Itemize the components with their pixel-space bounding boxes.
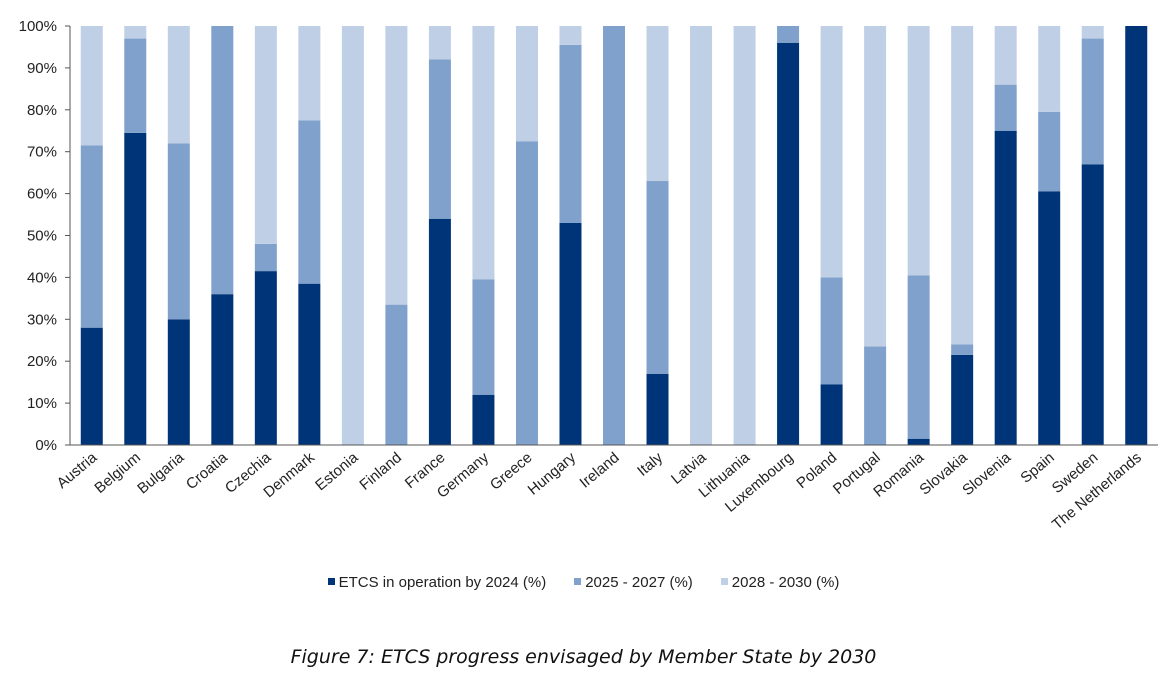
- bar-denmark-series-2: [298, 120, 321, 284]
- bar-hungary-series-2: [559, 44, 582, 223]
- bar-bulgaria-series-3: [167, 26, 190, 144]
- y-tick-label: 90%: [27, 60, 57, 77]
- bar-slovakia-series-2: [951, 344, 974, 355]
- bar-spain-series-1: [1038, 191, 1061, 445]
- legend-item-2: 2025 - 2027 (%): [574, 574, 693, 591]
- y-tick-label: 80%: [27, 102, 57, 119]
- bar-poland-series-1: [820, 384, 843, 445]
- x-tick-label: Bulgaria: [134, 449, 188, 498]
- bar-france-series-3: [428, 26, 451, 60]
- bar-slovenia-series-3: [994, 26, 1017, 85]
- y-tick-label: 20%: [27, 353, 57, 370]
- bar-hungary-series-1: [559, 222, 582, 445]
- bar-finland-series-2: [385, 304, 408, 445]
- y-tick-label: 60%: [27, 186, 57, 203]
- x-axis: AustriaBelgiumBulgariaCroatiaCzechiaDenm…: [54, 444, 1158, 533]
- bar-luxembourg-series-1: [777, 42, 800, 445]
- bar-slovakia-series-3: [951, 26, 974, 345]
- legend: ETCS in operation by 2024 (%) 2025 - 2027…: [0, 574, 1167, 591]
- bar-ireland-series-2: [603, 26, 625, 445]
- bar-spain-series-2: [1038, 111, 1061, 192]
- bar-denmark-series-1: [298, 283, 321, 445]
- y-tick-label: 10%: [27, 395, 57, 412]
- bar-france-series-2: [428, 59, 451, 219]
- x-tick-label: Slovenia: [959, 449, 1015, 499]
- bar-germany-series-3: [472, 26, 495, 280]
- bar-czechia-series-3: [254, 26, 277, 244]
- bar-portugal-series-3: [864, 26, 887, 347]
- bar-germany-series-2: [472, 279, 495, 395]
- bar-croatia-series-2: [211, 26, 234, 295]
- bar-romania-series-2: [907, 275, 930, 439]
- bar-bulgaria-series-2: [167, 143, 190, 320]
- x-tick-label: Estonia: [312, 449, 362, 495]
- bar-france-series-1: [428, 218, 451, 445]
- bar-latvia-series-3: [690, 26, 713, 445]
- bar-portugal-series-2: [864, 346, 887, 445]
- bar-greece-series-3: [515, 26, 538, 142]
- stacked-bar-chart: 0% 10% 20% 30% 40% 50% 60% 70% 80% 90% 100% Austri…: [19, 18, 1158, 533]
- legend-label: ETCS in operation by 2024 (%): [338, 574, 547, 591]
- bar-lithuania-series-3: [733, 26, 756, 445]
- y-tick-label: 70%: [27, 144, 57, 161]
- legend-swatch: [327, 578, 335, 585]
- bar-belgium-series-1: [124, 132, 147, 445]
- bar-sweden-series-1: [1081, 164, 1104, 445]
- bar-italy-series-2: [646, 181, 669, 374]
- bar-austria-series-3: [80, 26, 103, 146]
- bar-finland-series-3: [385, 26, 408, 305]
- bar-spain-series-3: [1038, 26, 1061, 112]
- legend-label: 2028 - 2030 (%): [731, 574, 840, 591]
- bar-belgium-series-3: [124, 26, 147, 39]
- bar-poland-series-2: [820, 277, 843, 385]
- y-axis: 0% 10% 20% 30% 40% 50% 60% 70% 80% 90% 100%: [19, 18, 71, 454]
- bar-slovenia-series-2: [994, 84, 1017, 131]
- bar-croatia-series-1: [211, 294, 234, 445]
- bar-the-netherlands-series-1: [1125, 26, 1148, 445]
- legend-item-3: 2028 - 2030 (%): [720, 574, 840, 591]
- y-tick-label: 40%: [27, 269, 57, 286]
- x-tick-label: Ireland: [577, 449, 623, 492]
- x-tick-label: Belgium: [91, 449, 143, 497]
- legend-label: 2025 - 2027 (%): [585, 574, 693, 591]
- y-tick-label: 30%: [27, 311, 57, 328]
- bar-luxembourg-series-2: [777, 26, 800, 43]
- y-tick-label: 0%: [35, 437, 57, 454]
- bar-romania-series-3: [907, 26, 930, 276]
- x-tick-label: Finland: [356, 449, 405, 494]
- bar-sweden-series-3: [1081, 26, 1104, 39]
- y-tick-label: 100%: [19, 18, 57, 35]
- bar-denmark-series-3: [298, 26, 321, 121]
- legend-item-1: ETCS in operation by 2024 (%): [327, 574, 547, 591]
- bar-greece-series-2: [515, 141, 538, 446]
- x-tick-label: Hungary: [525, 449, 580, 499]
- bar-italy-series-3: [646, 26, 669, 182]
- bar-estonia-series-3: [341, 26, 364, 445]
- bar-slovakia-series-1: [951, 354, 974, 445]
- bars-group: [80, 26, 1148, 446]
- bar-germany-series-1: [472, 394, 495, 445]
- bar-czechia-series-2: [254, 243, 277, 272]
- legend-swatch: [574, 578, 582, 585]
- bar-hungary-series-3: [559, 26, 582, 45]
- bar-belgium-series-2: [124, 38, 147, 133]
- bar-bulgaria-series-1: [167, 319, 190, 445]
- bar-slovenia-series-1: [994, 130, 1017, 445]
- bar-sweden-series-2: [1081, 38, 1104, 165]
- bar-italy-series-1: [646, 373, 669, 445]
- bar-austria-series-2: [80, 145, 103, 328]
- figure-caption: Figure 7: ETCS progress envisaged by Mem…: [290, 646, 877, 668]
- bar-romania-series-1: [907, 438, 930, 445]
- bar-poland-series-3: [820, 26, 843, 278]
- x-tick-label: Italy: [634, 449, 666, 480]
- bar-austria-series-1: [80, 327, 103, 445]
- y-tick-label: 50%: [27, 228, 57, 245]
- bar-czechia-series-1: [254, 271, 277, 445]
- legend-swatch: [720, 578, 728, 585]
